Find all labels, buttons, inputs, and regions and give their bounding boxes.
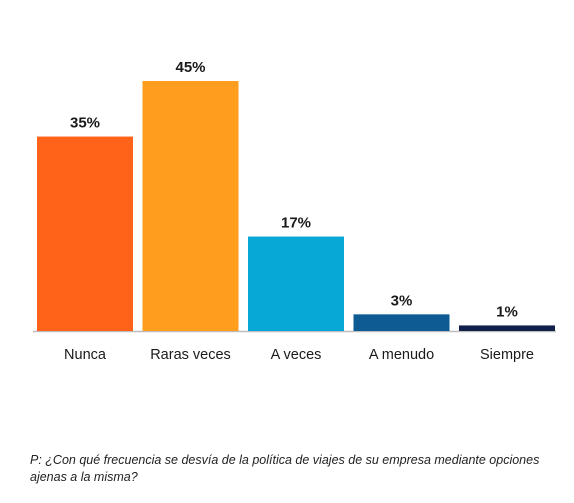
data-label-4: 1%: [496, 303, 518, 320]
data-label-0: 35%: [70, 115, 100, 132]
data-label-3: 3%: [391, 292, 413, 309]
survey-question-footnote: P: ¿Con qué frecuencia se desvía de la p…: [30, 453, 540, 484]
category-label-2: A veces: [271, 347, 322, 363]
data-label-1: 45%: [175, 59, 205, 76]
bar-0: [37, 136, 133, 331]
category-label-4: Siempre: [480, 347, 534, 363]
bar-1: [142, 81, 239, 331]
bar-2: [248, 236, 344, 331]
category-label-3: A menudo: [369, 347, 434, 363]
category-label-1: Raras veces: [150, 347, 231, 363]
category-label-0: Nunca: [64, 347, 107, 363]
data-label-2: 17%: [281, 215, 311, 232]
bar-3: [353, 314, 450, 331]
bar-4: [459, 325, 555, 331]
